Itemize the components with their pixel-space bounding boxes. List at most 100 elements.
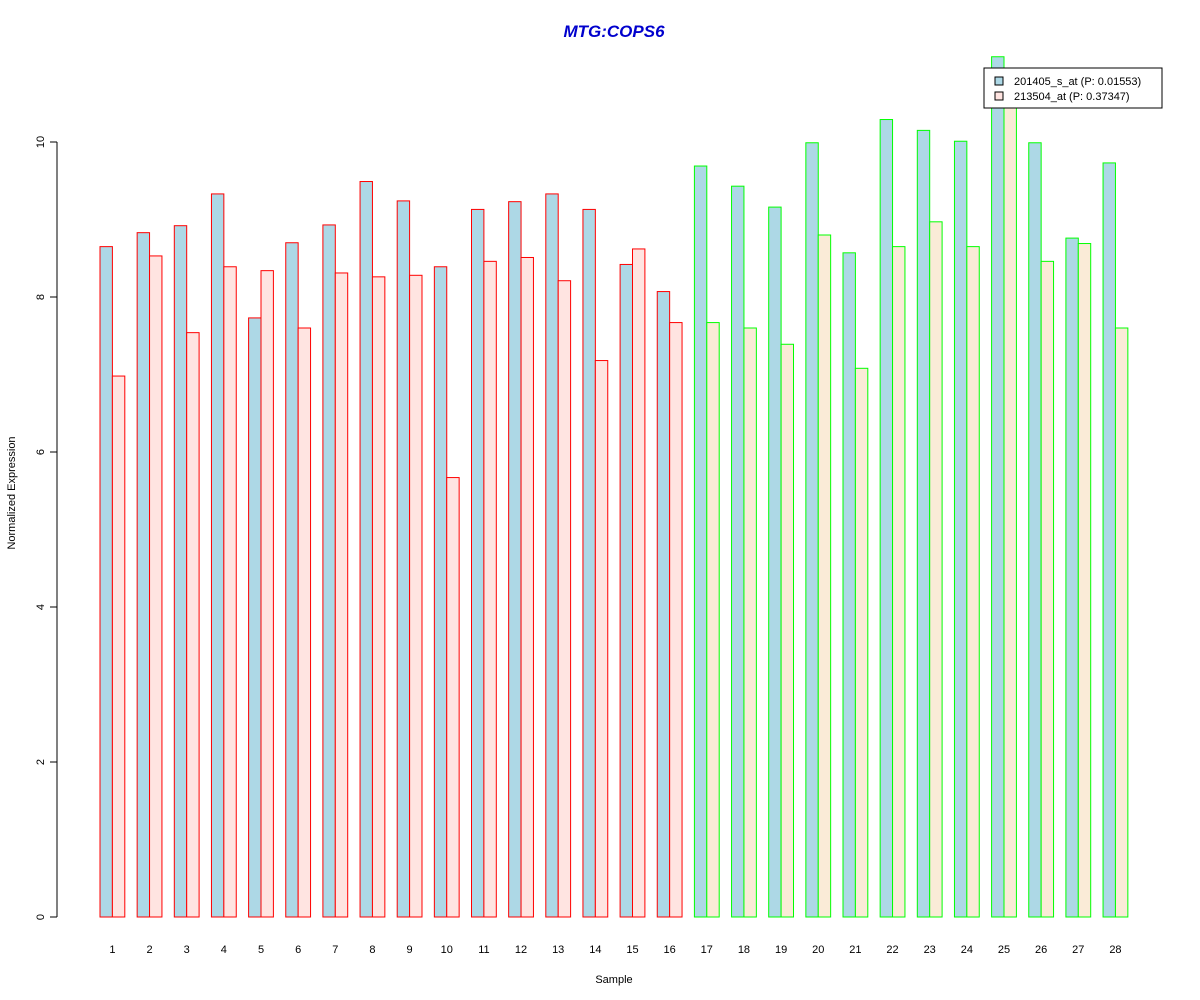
bar-sample-16-series-1 [656,291,671,918]
bar-sample-7-series-1 [322,224,336,918]
legend-label-series-2: 213504_at (P: 0.37347) [1014,91,1130,103]
legend: 201405_s_at (P: 0.01553) 213504_at (P: 0… [983,67,1163,109]
x-tick-label-4: 4 [221,944,227,956]
bar-sample-8-series-2 [371,276,386,918]
bar-sample-20-series-1 [805,142,819,918]
bar-sample-26-series-1 [1028,142,1042,918]
bar-sample-6-series-1 [285,242,299,918]
chart-title: MTG:COPS6 [563,22,665,41]
bar-sample-28-series-1 [1102,162,1116,918]
x-tick-label-14: 14 [589,944,601,956]
x-axis-labels: 1 2 3 4 5 6 7 8 9 10 11 12 13 14 15 16 17 18 19 20 21 22 23 24 2… [109,944,1121,956]
bar-sample-16-series-2 [669,322,683,918]
bar-sample-4-series-1 [210,193,225,918]
bar-sample-24-series-2 [966,246,980,918]
bar-sample-1-series-1 [99,246,113,918]
y-tick-label-4: 4 [35,604,47,610]
x-tick-label-8: 8 [369,944,375,956]
x-tick-label-6: 6 [295,944,301,956]
bar-sample-6-series-2 [297,327,312,918]
bar-sample-17-series-1 [693,165,708,918]
x-tick-label-1: 1 [109,944,115,956]
legend-swatch-series-1 [994,76,1004,86]
x-tick-label-22: 22 [886,944,898,956]
bar-sample-17-series-2 [706,322,720,918]
bar-sample-3-series-1 [173,225,188,918]
bar-sample-12-series-2 [520,256,534,918]
bar-sample-27-series-2 [1077,243,1092,918]
y-axis-label: Normalized Expression [6,436,18,549]
x-tick-label-17: 17 [701,944,713,956]
y-tick-label-10: 10 [35,136,47,148]
bar-sample-15-series-2 [632,248,646,918]
bar-sample-26-series-2 [1040,260,1055,918]
bar-sample-7-series-2 [334,272,349,918]
x-tick-label-26: 26 [1035,944,1047,956]
bar-sample-13-series-1 [545,193,559,918]
bar-sample-11-series-2 [483,260,497,918]
bar-sample-23-series-1 [916,129,931,918]
bar-sample-13-series-2 [557,280,572,918]
x-tick-label-5: 5 [258,944,264,956]
bar-sample-2-series-1 [136,232,151,918]
y-tick-label-2: 2 [35,759,47,765]
x-tick-label-13: 13 [552,944,564,956]
bar-sample-27-series-1 [1065,237,1079,918]
x-axis-label: Sample [595,974,632,986]
x-tick-label-20: 20 [812,944,824,956]
bar-sample-19-series-2 [780,343,794,918]
bar-sample-5-series-1 [248,317,262,918]
x-tick-label-25: 25 [998,944,1010,956]
x-tick-label-19: 19 [775,944,787,956]
bar-sample-9-series-1 [396,200,411,918]
bar-sample-20-series-2 [817,234,832,918]
x-tick-label-24: 24 [961,944,973,956]
x-tick-label-9: 9 [407,944,413,956]
bar-sample-22-series-2 [892,246,906,918]
x-tick-label-7: 7 [332,944,338,956]
bar-sample-21-series-2 [854,367,869,918]
y-axis: 0 2 4 6 8 10 [35,136,58,920]
x-tick-label-3: 3 [184,944,190,956]
legend-box [983,67,1163,109]
x-tick-label-23: 23 [924,944,936,956]
y-tick-label-0: 0 [35,914,47,920]
bar-sample-5-series-2 [260,270,274,918]
bar-sample-18-series-1 [731,185,745,918]
bar-sample-1-series-2 [111,375,126,918]
x-tick-label-28: 28 [1109,944,1121,956]
bar-sample-28-series-2 [1114,327,1129,918]
bar-sample-10-series-2 [446,477,460,918]
x-tick-label-21: 21 [849,944,861,956]
bar-sample-14-series-2 [594,360,609,918]
y-tick-label-8: 8 [35,294,47,300]
x-tick-label-15: 15 [626,944,638,956]
bar-sample-22-series-1 [879,119,894,918]
x-tick-label-11: 11 [478,944,489,956]
bar-sample-2-series-2 [149,255,163,918]
x-tick-label-16: 16 [664,944,676,956]
bar-sample-10-series-1 [433,266,448,918]
y-tick-label-6: 6 [35,449,47,455]
x-tick-label-27: 27 [1072,944,1084,956]
bar-sample-4-series-2 [223,266,237,918]
x-tick-label-2: 2 [146,944,152,956]
bar-sample-3-series-2 [186,332,200,918]
legend-swatch-series-2 [994,91,1004,101]
legend-label-series-1: 201405_s_at (P: 0.01553) [1014,76,1141,88]
bars-layer [99,56,1129,918]
x-tick-label-18: 18 [738,944,750,956]
bar-sample-23-series-2 [929,221,943,918]
x-tick-label-12: 12 [515,944,527,956]
bar-sample-11-series-1 [471,208,485,918]
bar-sample-9-series-2 [409,274,423,918]
bar-sample-15-series-1 [619,263,633,918]
bar-sample-8-series-1 [359,181,373,918]
bar-sample-24-series-1 [953,140,968,918]
x-tick-label-10: 10 [441,944,453,956]
bar-sample-25-series-1 [991,56,1005,918]
bar-sample-18-series-2 [743,327,757,918]
bar-sample-14-series-1 [582,208,596,918]
bar-sample-25-series-2 [1003,79,1017,918]
